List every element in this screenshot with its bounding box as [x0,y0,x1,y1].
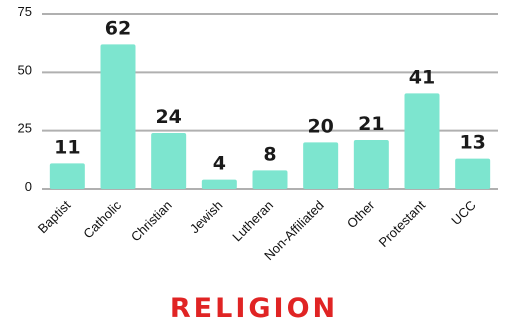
data-label: 62 [105,17,131,39]
y-tick-label: 25 [18,121,32,136]
chart-title: RELIGION [169,293,339,324]
bar [404,93,440,189]
data-labels: 11 62 24 4 8 20 21 41 13 [54,17,486,174]
bar-chart: 0 25 50 75 11 62 24 4 8 20 21 41 13 Baptist Catholic… [18,4,498,263]
bar [353,140,389,189]
y-tick-label: 75 [18,4,32,19]
bar [303,142,339,189]
category-label: Baptist [35,197,74,236]
y-tick-label: 0 [25,179,32,194]
bar [49,163,85,189]
data-label: 21 [358,113,384,135]
data-label: 8 [263,143,276,165]
data-label: 4 [213,153,226,175]
bar [151,133,187,189]
data-label: 11 [54,136,80,158]
bar [455,158,491,189]
bars [49,44,491,190]
bar [100,44,136,190]
y-axis-ticks: 0 25 50 75 [18,4,32,194]
category-label: Lutheran [229,198,276,245]
data-label: 41 [409,66,435,88]
data-label: 20 [307,115,333,137]
data-label: 24 [155,106,181,128]
category-label: Other [344,197,378,231]
category-label: UCC [448,198,479,229]
data-label: 13 [459,132,485,154]
bar [252,170,288,189]
y-tick-label: 50 [18,62,32,77]
category-labels: Baptist Catholic Christian Jewish LutheranNo… [35,197,479,263]
category-label: Christian [128,198,175,245]
category-label: Protestant [376,197,429,250]
category-label: Jewish [187,198,226,237]
bar [201,179,237,189]
category-label: Catholic [80,197,124,241]
